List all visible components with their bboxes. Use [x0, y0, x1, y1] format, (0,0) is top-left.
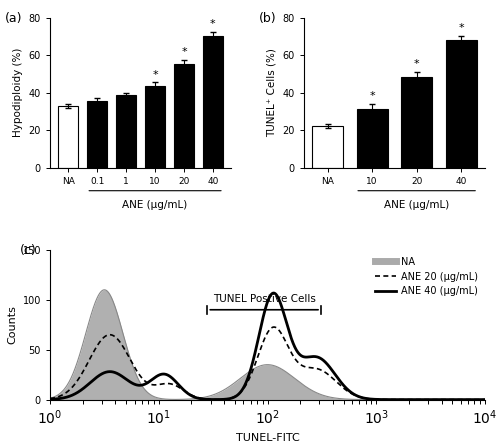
Bar [174, 63, 194, 167]
Text: (c): (c) [20, 244, 36, 257]
Text: *: * [370, 91, 375, 101]
Bar [58, 106, 78, 167]
Text: TUNEL Postive Cells: TUNEL Postive Cells [212, 294, 316, 304]
Bar [87, 101, 108, 167]
Y-axis label: TUNEL⁺ Cells (%): TUNEL⁺ Cells (%) [267, 48, 277, 137]
Text: *: * [414, 59, 420, 69]
Text: *: * [181, 47, 187, 57]
Bar [312, 127, 343, 167]
Y-axis label: Counts: Counts [7, 305, 17, 344]
Y-axis label: Hypodiploidy (%): Hypodiploidy (%) [13, 48, 23, 137]
Text: (b): (b) [258, 12, 276, 25]
Bar [446, 40, 477, 167]
Bar [145, 86, 165, 167]
Text: ANE (μg/mL): ANE (μg/mL) [122, 200, 188, 210]
Bar [203, 36, 223, 167]
Bar [401, 77, 432, 167]
Bar [116, 95, 136, 167]
Text: ANE (μg/mL): ANE (μg/mL) [384, 200, 450, 210]
Text: *: * [210, 19, 216, 29]
Text: (a): (a) [4, 12, 22, 25]
Bar [356, 108, 388, 167]
Text: *: * [152, 70, 158, 79]
X-axis label: TUNEL-FITC: TUNEL-FITC [236, 433, 300, 443]
Text: *: * [458, 23, 464, 33]
Legend: NA, ANE 20 (μg/mL), ANE 40 (μg/mL): NA, ANE 20 (μg/mL), ANE 40 (μg/mL) [371, 253, 482, 300]
